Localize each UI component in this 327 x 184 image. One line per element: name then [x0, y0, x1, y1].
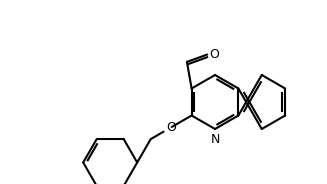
- Text: N: N: [210, 133, 220, 146]
- Text: O: O: [166, 121, 176, 135]
- Text: O: O: [209, 48, 219, 61]
